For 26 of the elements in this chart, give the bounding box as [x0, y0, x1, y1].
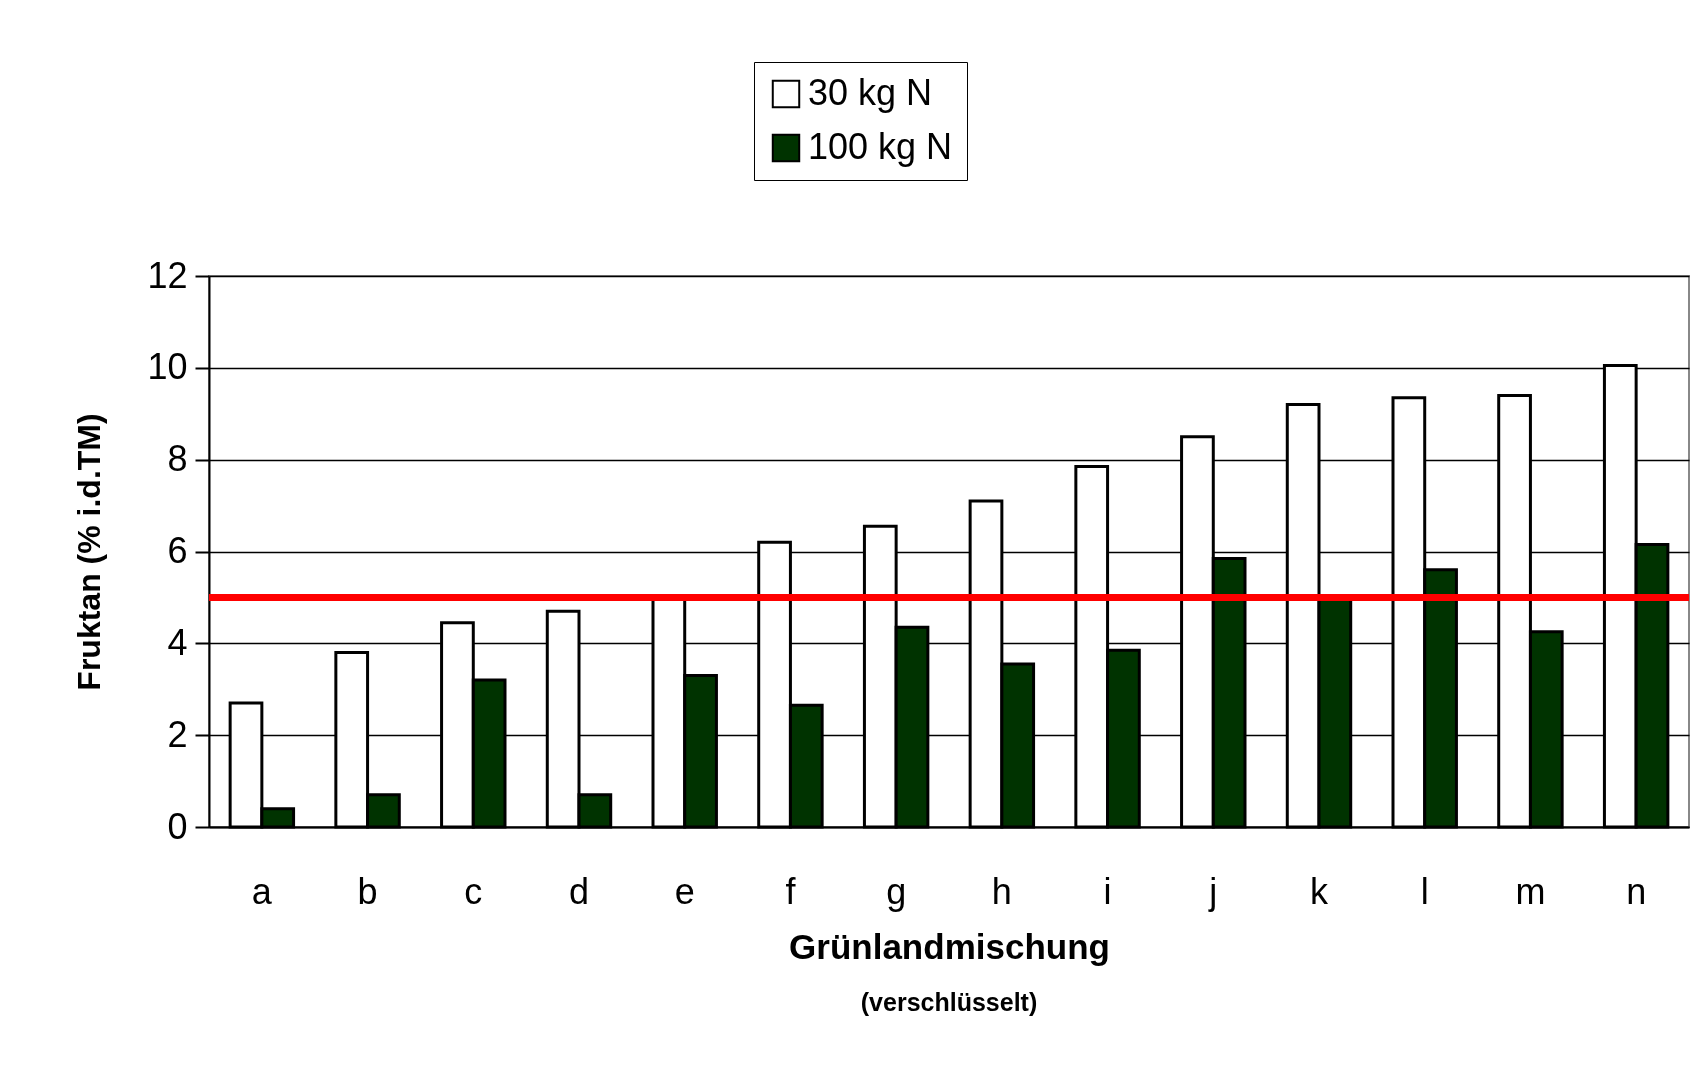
x-tick-label: c	[464, 870, 483, 912]
x-tick-label: a	[251, 870, 273, 912]
y-tick-label: 2	[167, 713, 188, 755]
x-tick-label: n	[1626, 870, 1647, 912]
x-tick-label: b	[357, 870, 378, 912]
x-tick-label: m	[1515, 870, 1546, 912]
x-tick-label: f	[785, 870, 797, 912]
y-tick-label: 0	[167, 805, 188, 847]
x-tick-label: h	[991, 870, 1012, 912]
text: (verschlüsselt)	[860, 988, 1038, 1016]
x-tick-label: i	[1103, 870, 1112, 912]
y-tick-label: 4	[167, 621, 188, 663]
legend-label: 30 kg N	[808, 72, 933, 113]
y-tick-label: 8	[167, 438, 188, 480]
x-axis-title: Grünlandmischung	[789, 926, 1110, 966]
x-tick-label: e	[674, 870, 695, 912]
y-tick-label: 12	[147, 254, 188, 296]
y-tick-label: 6	[167, 530, 188, 571]
x-tick-label: k	[1310, 870, 1329, 912]
x-tick-label: l	[1420, 870, 1429, 912]
y-tick-label: 10	[147, 346, 188, 388]
x-tick-label: d	[568, 870, 590, 912]
legend-label: 100 kg N	[808, 126, 953, 167]
x-tick-label: g	[886, 870, 907, 912]
x-tick-label: j	[1208, 870, 1218, 912]
y-axis-title: Fruktan (% i.d.TM)	[71, 413, 108, 691]
